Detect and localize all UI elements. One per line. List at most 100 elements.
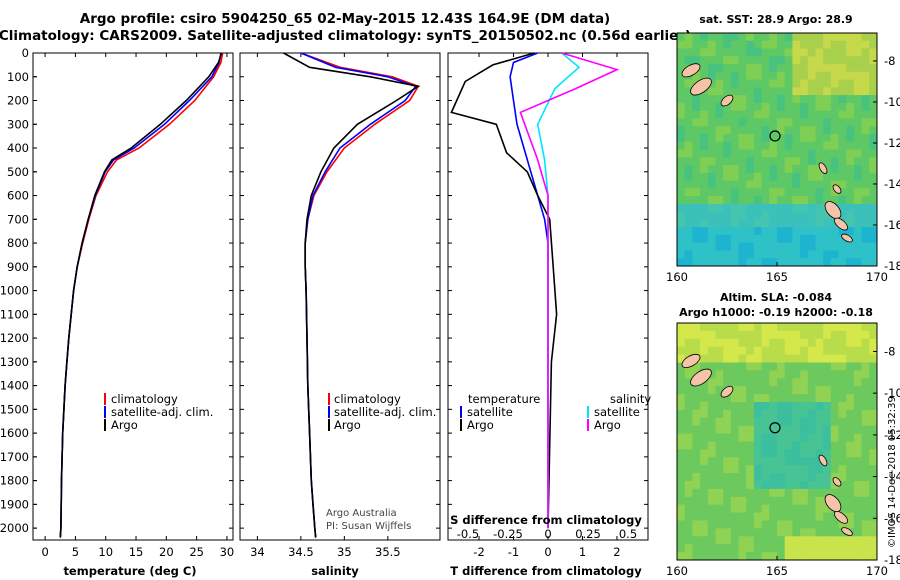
map-cell — [700, 149, 709, 158]
map-cell — [707, 512, 716, 521]
map-cell — [800, 157, 809, 166]
map-cell — [800, 134, 809, 143]
map-cell — [715, 488, 724, 498]
map-cell — [807, 457, 816, 466]
map-cell — [700, 110, 709, 119]
map-cell — [738, 402, 747, 411]
map-cell — [730, 203, 739, 213]
map-cell — [777, 386, 786, 395]
map-cell — [807, 552, 816, 561]
map-cell — [684, 378, 693, 387]
map-cell — [846, 473, 855, 482]
map-cell — [853, 71, 863, 81]
map-cell — [723, 157, 732, 166]
map-cell — [707, 465, 716, 474]
map-cell — [753, 425, 763, 435]
map-cell — [807, 196, 816, 205]
map-cell — [869, 504, 878, 514]
map-cell — [761, 441, 770, 450]
map-cell — [830, 188, 839, 197]
depth-tick-label: 1000 — [0, 284, 29, 298]
map-cell — [815, 134, 824, 143]
map-cell — [738, 149, 747, 158]
map-cell — [861, 141, 870, 150]
map-cell — [738, 157, 747, 166]
map-cell — [761, 338, 770, 348]
map-cell — [869, 157, 878, 166]
map-cell — [792, 457, 801, 466]
map-cell — [769, 258, 778, 267]
map-cell — [823, 250, 832, 259]
map-cell — [869, 64, 878, 73]
map-cell — [700, 56, 709, 65]
map-cell — [807, 180, 816, 189]
map-cell — [761, 258, 770, 267]
map-cell — [792, 425, 801, 435]
credit-line-1: Argo Australia — [326, 508, 397, 519]
map-cell — [807, 394, 816, 403]
map-cell — [730, 544, 739, 553]
map-cell — [730, 211, 739, 220]
map-cell — [700, 227, 709, 236]
map-cell — [684, 544, 693, 553]
map-cell — [861, 203, 870, 213]
map-cell — [784, 48, 793, 57]
map-cell — [746, 149, 755, 158]
map-cell — [815, 211, 824, 220]
legend-label-satellite: satellite-adj. clim. — [334, 405, 436, 419]
map-cell — [761, 386, 770, 395]
map-cell — [807, 234, 816, 244]
map-cell — [723, 512, 732, 521]
map-cell — [784, 473, 793, 482]
map-cell — [846, 496, 855, 506]
map-cell — [830, 433, 839, 442]
map-cell — [769, 496, 778, 506]
map-cell — [800, 457, 809, 466]
map-cell — [677, 394, 686, 403]
map-cell — [700, 40, 709, 50]
island-shape — [824, 494, 842, 513]
legend-label-climatology: climatology — [334, 392, 401, 406]
map-cell — [777, 488, 786, 498]
map-cell — [800, 433, 809, 442]
legend-label-sal-satellite: satellite — [594, 405, 640, 419]
x-tick-label: 2 — [613, 545, 620, 559]
map-cell — [838, 449, 847, 458]
legend-label-satellite: satellite-adj. clim. — [111, 405, 213, 419]
map-cell — [746, 346, 755, 356]
map-cell — [784, 134, 793, 143]
map-cell — [738, 536, 747, 545]
x-tick-label: 35 — [337, 545, 352, 559]
map-cell — [792, 172, 801, 182]
map-cell — [753, 40, 763, 50]
map-cell — [861, 48, 870, 57]
map-cell — [723, 528, 732, 537]
map-cell — [723, 481, 732, 490]
map-cell — [761, 126, 770, 135]
map-cell — [700, 433, 709, 442]
island-shape — [832, 477, 842, 487]
map-cell — [861, 330, 870, 340]
map-cell — [792, 40, 801, 50]
map-cell — [746, 338, 755, 348]
map-cell — [761, 520, 770, 529]
legend-label-argo: Argo — [111, 418, 138, 432]
map-cell — [815, 528, 824, 537]
depth-tick-label: 1100 — [0, 307, 29, 321]
map-cell — [869, 40, 878, 50]
map-cell — [715, 126, 724, 135]
map-cell — [730, 134, 739, 143]
map-cell — [730, 488, 739, 498]
map-cell — [761, 203, 770, 213]
map-cell — [823, 362, 832, 371]
map-cell — [753, 33, 763, 42]
map-cell — [815, 188, 824, 197]
island-shape — [841, 233, 853, 243]
map-cell — [684, 141, 693, 150]
map-cell — [715, 48, 724, 57]
map-cell — [761, 528, 770, 537]
map-cell — [777, 242, 786, 251]
map-cell — [861, 118, 870, 127]
map-cell — [815, 370, 824, 379]
map-cell — [723, 33, 732, 42]
